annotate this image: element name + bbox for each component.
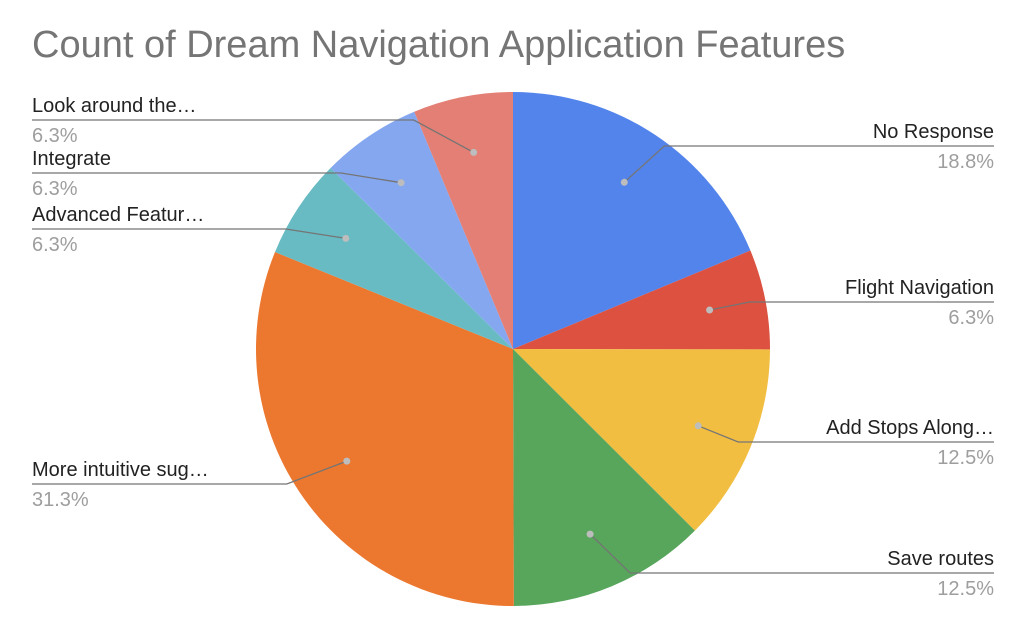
slice-label-save-routes: Save routes [887, 548, 994, 570]
leader-dot-flight-navigation [706, 306, 714, 314]
slice-percent-add-stops-along: 12.5% [937, 447, 994, 469]
leader-dot-save-routes [586, 530, 594, 538]
pie-slice-save-routes [513, 349, 695, 606]
leader-lines [32, 119, 994, 574]
pie-slice-flight-navigation [513, 250, 771, 350]
pie-slice-more-intuitive-sug [256, 252, 514, 607]
pie-slice-look-around-the [414, 92, 513, 349]
slice-label-no-response: No Response [873, 121, 994, 143]
leader-dot-look-around-the [470, 148, 478, 156]
pie-slice-advanced-featur [274, 167, 513, 349]
pie-slice-no-response [513, 92, 751, 349]
leader-dot-add-stops-along [694, 422, 702, 430]
slice-label-look-around-the: Look around the… [32, 95, 197, 117]
slice-label-add-stops-along: Add Stops Along… [826, 417, 994, 439]
slice-percent-look-around-the: 6.3% [32, 125, 78, 147]
leader-dot-integrate [397, 179, 405, 187]
leader-line-save-routes [589, 533, 994, 574]
slice-percent-advanced-featur: 6.3% [32, 234, 78, 256]
pie-slices [256, 92, 771, 607]
leader-dot-more-intuitive-sug [343, 457, 351, 465]
leader-line-flight-navigation [709, 301, 994, 311]
slice-label-integrate: Integrate [32, 148, 111, 170]
leader-line-add-stops-along [697, 425, 994, 443]
slice-percent-no-response: 18.8% [937, 151, 994, 173]
slice-label-more-intuitive-sug: More intuitive sug… [32, 459, 209, 481]
slice-percent-integrate: 6.3% [32, 178, 78, 200]
chart-title: Count of Dream Navigation Application Fe… [32, 24, 846, 66]
leader-dot-no-response [620, 178, 628, 186]
slice-percent-flight-navigation: 6.3% [948, 307, 994, 329]
slice-labels: No Response 18.8% Flight Navigation 6.3% Add… [32, 95, 994, 600]
slice-percent-save-routes: 12.5% [937, 578, 994, 600]
slice-percent-more-intuitive-sug: 31.3% [32, 489, 89, 511]
leader-line-advanced-featur [32, 228, 346, 240]
pie-slice-integrate [330, 111, 513, 349]
leader-line-no-response [623, 145, 994, 183]
slice-label-advanced-featur: Advanced Featur… [32, 204, 204, 226]
leader-line-more-intuitive-sug [32, 460, 348, 485]
leader-line-integrate [32, 172, 402, 184]
pie-slice-add-stops-along [513, 349, 770, 531]
leader-dot-advanced-featur [342, 234, 350, 242]
slice-label-flight-navigation: Flight Navigation [845, 277, 994, 299]
leader-line-look-around-the [32, 119, 475, 153]
